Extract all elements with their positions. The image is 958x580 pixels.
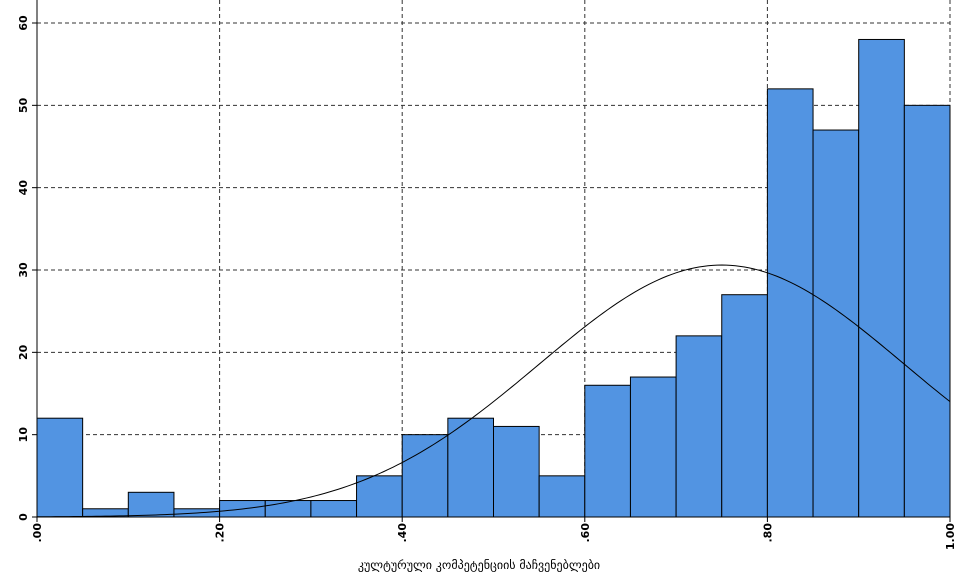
y-tick-label: 10	[17, 427, 30, 443]
y-tick-label: 30	[17, 262, 30, 278]
histogram-bar	[675, 335, 723, 518]
x-tick-label: 1.00	[944, 523, 957, 550]
x-axis-ticks: .00 .20 .40 .60 .80 1.00	[31, 517, 957, 550]
histogram-bar	[629, 376, 677, 518]
y-axis-ticks: 0 10 20 30 40 50 60	[17, 15, 37, 521]
x-tick-label: .60	[579, 523, 592, 543]
histogram-bar	[493, 425, 540, 518]
histogram-bar	[858, 38, 905, 518]
y-tick-label: 60	[17, 15, 30, 31]
histogram-bar	[538, 475, 586, 518]
histogram-bar	[447, 417, 495, 518]
x-tick-label: .20	[214, 523, 227, 543]
histogram-bar	[264, 500, 312, 518]
x-axis-label: კულტურული კომპეტენციის მაჩვენებლები	[358, 558, 600, 572]
histogram-bar	[356, 475, 403, 518]
normal-curve	[36, 264, 951, 518]
histogram-bar	[721, 294, 768, 518]
y-tick-label: 50	[17, 97, 30, 113]
histogram-bar	[127, 491, 175, 518]
histogram-bar	[36, 417, 84, 518]
y-tick-label: 0	[17, 513, 30, 521]
histogram-bar	[766, 88, 814, 518]
histogram-bar	[401, 434, 449, 518]
histogram-bar	[812, 129, 860, 518]
histogram-bar	[584, 384, 631, 518]
x-tick-label: .00	[31, 523, 44, 543]
x-tick-label: .40	[396, 523, 409, 543]
x-tick-label: .80	[761, 523, 774, 543]
histogram-bars	[36, 38, 951, 518]
y-tick-label: 20	[17, 344, 30, 360]
histogram-bar	[903, 104, 951, 518]
histogram-bar	[310, 500, 358, 518]
y-tick-label: 40	[17, 180, 30, 196]
